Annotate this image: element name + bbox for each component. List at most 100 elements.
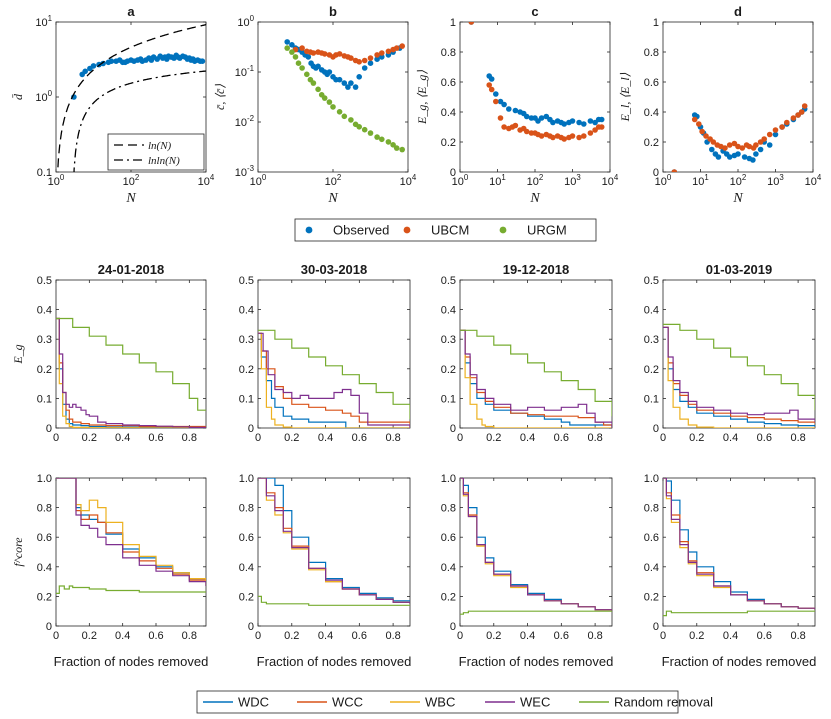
series-wcc-line	[663, 326, 815, 424]
point-ubcm	[399, 43, 406, 49]
point-ubcm	[367, 55, 374, 61]
series-wdc-line	[56, 317, 206, 428]
legend-models: Observed UBCM URGM	[294, 218, 597, 242]
y-tick-label: 1.0	[644, 473, 659, 485]
y-tick-label: 100	[237, 14, 254, 29]
panel-title: a	[127, 4, 135, 19]
point-urgm	[304, 71, 310, 78]
series-wcc-line	[56, 317, 206, 428]
point-urgm	[379, 136, 385, 143]
point-observed	[750, 157, 756, 163]
point-ubcm	[753, 142, 759, 148]
x-tick-label: 0	[457, 630, 463, 642]
series-random-removal-line	[460, 610, 612, 615]
axes-box	[257, 279, 411, 429]
point-urgm	[356, 124, 363, 130]
y-tick-label: 0.1	[239, 393, 254, 405]
y-tick-label: 1	[653, 17, 659, 29]
point-observed	[90, 63, 97, 69]
x-tick-label: 0.2	[82, 432, 97, 444]
plot-area	[258, 329, 410, 428]
y-tick-label: 0.4	[644, 562, 659, 574]
x-tick-label: 0.4	[318, 630, 333, 642]
series-wcc-line	[56, 478, 206, 586]
point-ubcm	[801, 103, 808, 109]
point-observed	[379, 54, 385, 60]
point-urgm	[299, 65, 305, 71]
series-wec-line	[258, 332, 410, 428]
legend-label-wec: WEC	[520, 695, 550, 710]
axes-box	[662, 279, 816, 429]
x-tick-label: 0.6	[148, 630, 163, 642]
series-wdc-line	[663, 478, 815, 610]
y-tick-label: 0.2	[239, 364, 254, 376]
y-tick-label: 0.8	[441, 503, 456, 515]
y-tick-label: 0.2	[441, 591, 456, 603]
point-ubcm	[569, 133, 576, 139]
series-wec-line	[663, 326, 815, 423]
y-tick-label: 100	[35, 89, 52, 104]
x-tick-label: 0.2	[486, 432, 501, 444]
point-observed	[361, 65, 368, 71]
y-tick-label: 10-1	[235, 64, 255, 79]
point-observed	[305, 54, 312, 60]
y-tick-label: 1	[450, 17, 456, 29]
inset-legend-label: lnln(N)	[148, 155, 180, 167]
point-ubcm	[497, 115, 504, 121]
y-tick-label: 0.2	[37, 591, 52, 603]
x-tick-label: 104	[805, 173, 822, 188]
y-tick-label: 0	[450, 423, 456, 435]
y-tick-label: 0.1	[37, 393, 52, 405]
y-tick-label: 1.0	[239, 473, 254, 485]
y-tick-label: 0	[653, 167, 659, 179]
x-tick-label: 0.2	[689, 432, 704, 444]
y-axis-label: f^core	[11, 537, 25, 567]
y-tick-label: 0.2	[644, 137, 659, 149]
x-tick-label: 0.6	[757, 432, 772, 444]
point-urgm	[292, 54, 299, 60]
y-tick-label: 0	[653, 621, 659, 633]
x-axis-label: Fraction of nodes removed	[54, 654, 209, 669]
y-axis-label: E_g, ⟨E_g⟩	[415, 70, 429, 125]
panel-f1: 0 0.2 0.4 0.6 0.8 0 0.2 0.4 0.6 0.8 1.0 Fraction of…	[11, 473, 208, 669]
legend-marker-ubcm	[403, 226, 411, 234]
point-urgm	[330, 104, 336, 110]
point-urgm	[289, 49, 295, 55]
panel-d: 100 101 102 103 104 0 0.2 0.4 0.6 0.8 1 d N E_l, ⟨E_l…	[618, 4, 822, 206]
point-ubcm	[798, 109, 805, 115]
point-urgm	[367, 130, 374, 136]
point-observed	[715, 154, 722, 160]
legend-label-wdc: WDC	[238, 695, 269, 710]
plot-area	[671, 103, 808, 172]
y-tick-label: 0.2	[441, 364, 456, 376]
series-wec-line	[663, 478, 815, 610]
point-observed	[341, 80, 348, 86]
axes-box	[459, 21, 611, 173]
panel-title: 30-03-2018	[301, 262, 368, 277]
point-observed	[766, 142, 773, 148]
x-axis-label: N	[732, 191, 743, 206]
point-observed	[709, 146, 715, 153]
y-axis-label: E_g	[11, 344, 25, 364]
y-tick-label: 0.3	[37, 334, 52, 346]
point-ubcm	[784, 119, 790, 126]
point-observed	[735, 151, 741, 157]
panel-c: 100 101 102 103 104 0 0.2 0.4 0.6 0.8 1 c N E_g, ⟨E_g…	[415, 4, 619, 206]
point-observed	[289, 42, 295, 48]
x-tick-label: 103	[564, 173, 581, 188]
inset-legend-label: ln(N)	[148, 140, 172, 152]
point-observed	[506, 106, 512, 112]
y-tick-label: 0.1	[441, 393, 456, 405]
point-observed	[199, 58, 206, 64]
y-tick-label: 0.8	[644, 47, 659, 59]
series-ln-n--line	[57, 24, 206, 172]
x-tick-label: 102	[325, 173, 342, 188]
x-tick-label: 101	[692, 173, 709, 188]
plot-area	[460, 478, 612, 615]
point-urgm	[399, 146, 406, 153]
inset-legend: ln(N) lnln(N)	[107, 133, 205, 171]
series-wec-line	[258, 478, 410, 604]
x-axis-label: Fraction of nodes removed	[662, 654, 817, 669]
x-tick-label: 0.4	[115, 432, 130, 444]
y-tick-label: 101	[35, 14, 52, 29]
